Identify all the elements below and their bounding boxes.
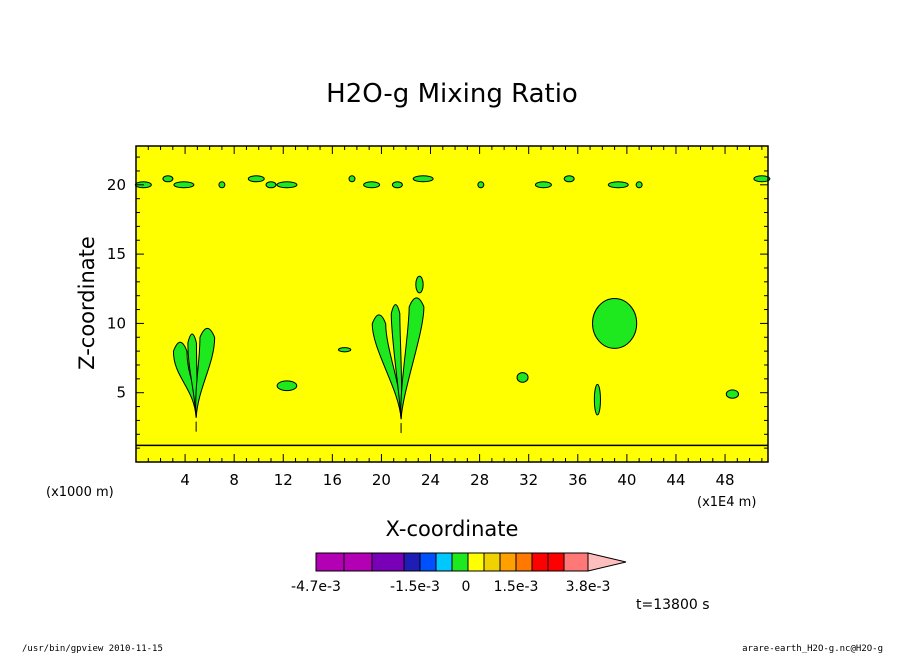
- colorbar-swatch-7: [467, 552, 485, 572]
- upper-band-streak-4: [247, 175, 265, 183]
- colorbar-swatch-12: [547, 552, 565, 572]
- colorbar-swatch-0: [315, 552, 345, 572]
- contour-blob-4: [276, 380, 298, 392]
- x-tick-label-9: 40: [617, 471, 636, 489]
- upper-band-streak-13: [563, 175, 575, 183]
- x-unit-right: (x1E4 m): [697, 495, 756, 510]
- x-unit-left: (x1000 m): [46, 485, 114, 500]
- colorbar-swatch-2: [371, 552, 405, 572]
- contour-cell-1-finger-0: [371, 314, 402, 420]
- upper-band-streak-12: [534, 181, 552, 189]
- colorbar: [315, 552, 627, 572]
- x-tick-label-7: 32: [519, 471, 538, 489]
- footer-left: /usr/bin/gpview 2010-11-15: [22, 644, 163, 654]
- x-tick-label-8: 36: [568, 471, 587, 489]
- colorbar-extend-arrow: [587, 552, 627, 572]
- x-axis-label: X-coordinate: [386, 517, 519, 541]
- colorbar-swatch-9: [499, 552, 517, 572]
- upper-band-streak-7: [348, 175, 356, 183]
- x-tick-label-11: 48: [716, 471, 735, 489]
- upper-band-streak-5: [265, 181, 277, 189]
- contour-cell-1-finger-1: [390, 304, 403, 420]
- y-tick-label-0: 5: [116, 384, 126, 402]
- plot-area: [134, 145, 771, 463]
- x-tick-label-0: 4: [180, 471, 190, 489]
- upper-band-streak-1: [162, 175, 174, 183]
- contour-blob-3: [593, 383, 601, 416]
- colorbar-swatch-13: [563, 552, 589, 572]
- chart-title: H2O-g Mixing Ratio: [326, 79, 578, 109]
- colorbar-label-2: 0: [462, 579, 471, 595]
- contour-blob-7: [725, 389, 740, 399]
- contour-cell-1-finger-2: [400, 297, 425, 420]
- colorbar-swatch-4: [419, 552, 437, 572]
- y-tick-label-1: 10: [107, 314, 126, 332]
- upper-band-streak-11: [477, 181, 485, 189]
- colorbar-swatch-3: [403, 552, 421, 572]
- contour-blob-6: [337, 347, 352, 353]
- colorbar-label-4: 3.8e-3: [566, 579, 611, 595]
- upper-band-streak-10: [412, 175, 434, 183]
- upper-band-streak-14: [607, 181, 629, 189]
- y-tick-label-2: 15: [107, 245, 126, 263]
- upper-band-streak-15: [635, 181, 643, 189]
- y-tick-label-3: 20: [107, 176, 126, 194]
- contour-blob-8: [415, 275, 424, 294]
- colorbar-swatch-5: [435, 552, 453, 572]
- y-axis: 5 10 15 20: [107, 156, 768, 449]
- colorbar-swatch-1: [343, 552, 373, 572]
- upper-band-streak-3: [218, 181, 226, 189]
- x-axis: 4 8 12 16 20 24 28 32 36 40 44 48: [147, 146, 763, 489]
- colorbar-label-1: -1.5e-3: [390, 579, 440, 595]
- x-tick-label-3: 16: [323, 471, 342, 489]
- upper-band-streak-9: [391, 181, 403, 189]
- plot-background: [136, 146, 768, 462]
- x-tick-label-4: 20: [372, 471, 391, 489]
- colorbar-swatch-11: [531, 552, 549, 572]
- x-tick-label-2: 12: [274, 471, 293, 489]
- x-tick-label-5: 24: [421, 471, 440, 489]
- x-tick-label-6: 28: [470, 471, 489, 489]
- upper-band-streak-16: [753, 175, 771, 183]
- time-label: t=13800 s: [636, 597, 710, 613]
- upper-band-streak-6: [276, 181, 298, 189]
- x-tick-label-1: 8: [229, 471, 239, 489]
- footer-right: arare-earth_H2O-g.nc@H2O-g: [742, 644, 883, 654]
- upper-band-streak-2: [173, 181, 195, 189]
- colorbar-swatch-8: [483, 552, 501, 572]
- upper-band-streak-8: [363, 181, 381, 189]
- contour-blob-5: [516, 372, 529, 383]
- contour-cell-0-finger-2: [195, 327, 216, 418]
- colorbar-swatch-10: [515, 552, 533, 572]
- contour-blob-2: [592, 297, 638, 349]
- x-tick-label-10: 44: [666, 471, 685, 489]
- colorbar-swatch-6: [451, 552, 469, 572]
- colorbar-label-3: 1.5e-3: [494, 579, 539, 595]
- plot-frame: [135, 145, 769, 463]
- colorbar-label-0: -4.7e-3: [291, 579, 341, 595]
- y-axis-label: Z-coordinate: [75, 236, 99, 370]
